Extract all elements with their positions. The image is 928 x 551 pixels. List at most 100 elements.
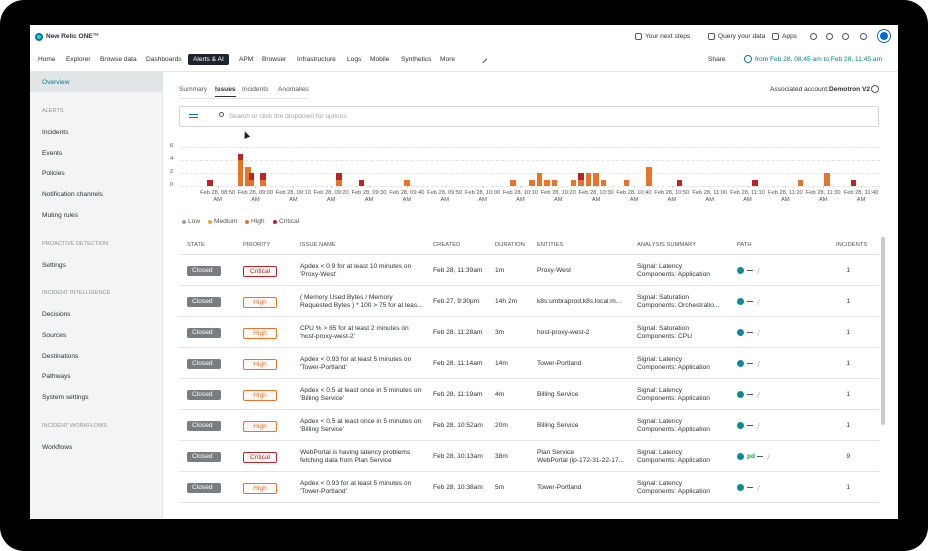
table-row[interactable] <box>179 441 879 472</box>
entity[interactable]: Proxy-West <box>537 266 571 274</box>
header-icon[interactable] <box>826 33 833 40</box>
tab[interactable]: Anomalies <box>278 86 309 93</box>
issue-name[interactable]: Apdex < 0.9 for at least 10 minutes on '… <box>300 262 412 278</box>
path-arrow <box>747 331 753 333</box>
issue-name[interactable]: Apdex < 0.5 at least once in 5 minutes o… <box>300 417 422 433</box>
time-icon <box>744 55 752 63</box>
nav-item[interactable]: Logs <box>347 56 362 63</box>
sidebar-item[interactable]: Destinations <box>42 352 79 360</box>
tab[interactable]: Summary <box>179 86 208 93</box>
y-tick-label: 2 <box>170 169 174 175</box>
sidebar-item[interactable]: Sources <box>42 331 67 339</box>
header-action[interactable]: Apps <box>782 33 798 40</box>
entity[interactable]: WebPortal (ip-172-31-22-17... <box>537 456 625 464</box>
nav-item[interactable]: Dashboards <box>146 56 182 63</box>
sidebar-active <box>30 72 163 92</box>
bar <box>824 173 830 186</box>
help-icon[interactable] <box>871 85 879 93</box>
sidebar-item[interactable]: Incidents <box>42 129 69 136</box>
nav-item-active[interactable]: Alerts & AI <box>188 54 229 65</box>
entity[interactable]: Tower-Portland <box>537 483 582 491</box>
sidebar-item[interactable]: Workflows <box>42 443 73 451</box>
entity[interactable]: Plan Service <box>537 448 575 456</box>
nav-item[interactable]: More <box>440 56 456 63</box>
entity[interactable]: Billing Service <box>537 390 579 398</box>
sidebar-item[interactable]: Pathways <box>42 373 71 381</box>
table-row[interactable] <box>179 379 879 410</box>
table-row[interactable] <box>179 286 879 317</box>
x-tick <box>406 186 408 188</box>
sidebar-item[interactable]: Muting rules <box>42 211 78 219</box>
bar <box>335 173 342 180</box>
issue-name[interactable]: ( Memory Used Bytes / Memory Requested B… <box>300 293 423 309</box>
duration: 4m <box>495 390 505 398</box>
table-row[interactable] <box>179 317 879 348</box>
issue-name[interactable]: WebPortal is having latency problems fet… <box>300 448 411 464</box>
share-button[interactable]: Share <box>708 56 726 63</box>
duration: 3m <box>495 328 505 336</box>
nav-item[interactable]: Synthetics <box>401 56 432 63</box>
issue-name[interactable]: Apdex < 0.93 for at least 5 minutes on '… <box>300 479 412 495</box>
x-tick-label: Feb 28, 10:50 AM <box>654 190 690 203</box>
sidebar-item[interactable]: Policies <box>42 170 65 178</box>
header-action[interactable]: Query your data <box>718 33 766 40</box>
duration: 20m <box>495 421 508 429</box>
header-action[interactable]: Your next steps <box>645 33 691 40</box>
legend-label[interactable]: Medium <box>214 218 238 225</box>
legend-label[interactable]: Critical <box>279 218 300 225</box>
entity[interactable]: Tower-Portland <box>537 359 582 367</box>
path-label: pd <box>747 452 756 460</box>
entity[interactable]: host-proxy-west-2 <box>537 328 590 336</box>
nav-item[interactable]: APM <box>239 56 254 63</box>
legend-label[interactable]: Low <box>188 218 201 225</box>
nav-item[interactable]: Browser <box>262 56 287 63</box>
nav-item[interactable]: Infrastructure <box>297 56 336 63</box>
grid-line <box>180 147 880 148</box>
entity[interactable]: Billing Service <box>537 421 579 429</box>
nav-item[interactable]: Mobile <box>370 56 390 63</box>
filter-bar[interactable] <box>179 106 879 127</box>
time-picker[interactable]: from Feb 28, 08:45 am to Feb 28, 11:45 a… <box>755 56 883 63</box>
duration: 5m <box>495 483 505 491</box>
x-tick <box>217 186 219 188</box>
nav-item[interactable]: Browse data <box>100 56 137 63</box>
x-tick <box>823 186 825 188</box>
path-icon <box>737 360 744 367</box>
issue-name[interactable]: CPU % > 85 for at least 2 minutes on 'ho… <box>300 324 409 340</box>
bar <box>600 179 607 186</box>
sidebar-item[interactable]: Decisions <box>42 311 71 319</box>
priority-badge: High <box>243 420 277 432</box>
grid-line <box>180 173 880 174</box>
summary-line: Components: Application <box>637 270 710 278</box>
header-icon <box>635 33 642 40</box>
table-row[interactable] <box>179 410 879 441</box>
table-row[interactable] <box>179 472 879 503</box>
bar <box>544 179 550 186</box>
tab[interactable]: Incidents <box>242 86 269 93</box>
summary-line: Components: Application <box>637 394 710 402</box>
user-avatar[interactable] <box>878 30 890 42</box>
search-input[interactable]: Search or click the dropdown for options <box>229 113 347 120</box>
header-icon[interactable] <box>810 33 817 40</box>
table-row[interactable] <box>179 255 879 286</box>
account-name: Demotron V2 <box>829 86 871 93</box>
sidebar-item[interactable]: Settings <box>42 261 66 269</box>
tab[interactable]: Issues <box>215 86 236 97</box>
state-badge: Closed <box>187 389 221 400</box>
sidebar-item[interactable]: Overview <box>42 79 70 86</box>
bar <box>536 173 543 186</box>
issue-name[interactable]: Apdex < 0.5 at least once in 5 minutes o… <box>300 386 422 402</box>
sidebar-item[interactable]: Notification channels <box>42 191 103 199</box>
entity[interactable]: k8s:umbraprod.k8s.local:m... <box>537 297 622 305</box>
sidebar-item[interactable]: Events <box>42 149 63 157</box>
issue-name[interactable]: Apdex < 0.93 for at least 5 minutes on '… <box>300 355 412 371</box>
nav-item[interactable]: Home <box>38 56 56 63</box>
header-icon[interactable] <box>842 33 849 40</box>
legend-label[interactable]: High <box>251 218 265 225</box>
path-icon <box>737 391 744 398</box>
table-row[interactable] <box>179 348 879 379</box>
sidebar-item[interactable]: System settings <box>42 394 89 401</box>
x-tick-label: Feb 28, 11:10 AM <box>730 190 765 203</box>
header-icon[interactable] <box>860 33 867 40</box>
nav-item[interactable]: Explorer <box>66 56 91 63</box>
